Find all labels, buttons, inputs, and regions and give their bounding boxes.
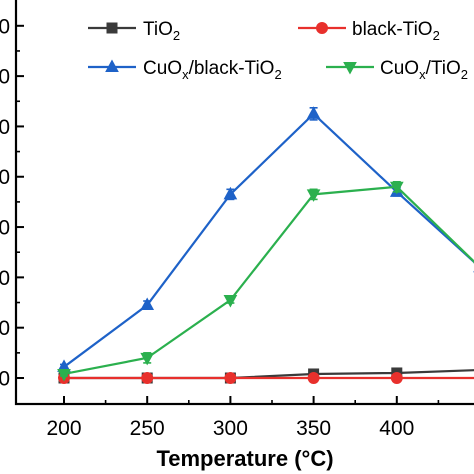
legend-item: black-TiO2 <box>298 19 440 43</box>
triangle-up-marker <box>140 297 155 311</box>
circle-marker <box>224 372 237 384</box>
series-line <box>63 185 474 376</box>
series-2 <box>57 106 474 372</box>
legend-item: TiO2 <box>88 19 180 43</box>
square-marker <box>106 22 118 34</box>
y-tick-label: 0 <box>0 166 10 189</box>
x-tick-label: 400 <box>379 417 414 440</box>
y-axis-ticks: 0 0 0 0 0 0 0 0 <box>0 15 24 391</box>
triangle-down-marker <box>389 181 404 195</box>
triangle-down-marker <box>140 352 155 366</box>
y-tick-label: 0 <box>0 66 10 89</box>
circle-marker <box>307 372 320 384</box>
triangle-down-marker <box>223 295 238 308</box>
legend-label: CuOx/black-TiO2 <box>143 58 282 82</box>
series-layer <box>57 106 474 384</box>
series-line <box>63 112 474 368</box>
circle-marker <box>316 22 328 34</box>
legend-label: CuOx/TiO2 <box>380 58 468 82</box>
legend-item: CuOx/TiO2 <box>326 58 468 82</box>
legend-item: CuOx/black-TiO2 <box>88 58 282 82</box>
legend-label: black-TiO2 <box>352 19 440 43</box>
y-tick-label: 0 <box>0 15 10 38</box>
legend: TiO2 black-TiO2 CuOx/black-TiO2 CuOx/TiO2 <box>88 19 468 82</box>
triangle-down-marker <box>57 368 71 382</box>
y-tick-label: 0 <box>0 217 10 240</box>
x-axis-ticks: 2002503003504004 <box>46 396 440 440</box>
series-3 <box>57 180 474 382</box>
x-tick-label: 200 <box>46 417 81 440</box>
series-line <box>64 369 474 380</box>
triangle-down-marker <box>343 62 357 75</box>
x-tick-label: 350 <box>296 417 331 440</box>
legend-label: TiO2 <box>143 19 180 43</box>
x-tick-label: 300 <box>213 417 248 440</box>
series-1 <box>58 372 474 384</box>
plot-frame <box>14 0 474 406</box>
y-tick-label: 0 <box>0 368 10 391</box>
y-tick-label: 0 <box>0 267 10 290</box>
series-0 <box>58 367 474 384</box>
triangle-down-marker <box>306 189 321 202</box>
y-tick-label: 0 <box>0 116 10 139</box>
plot-area <box>14 0 474 406</box>
triangle-up-marker <box>105 59 119 72</box>
circle-marker <box>141 372 154 384</box>
y-tick-label: 0 <box>0 317 10 340</box>
x-tick-label: 250 <box>130 417 165 440</box>
triangle-up-marker <box>223 186 238 200</box>
x-axis-title: Temperature (°C) <box>156 446 333 471</box>
triangle-up-marker <box>306 106 321 119</box>
circle-marker <box>390 372 403 384</box>
